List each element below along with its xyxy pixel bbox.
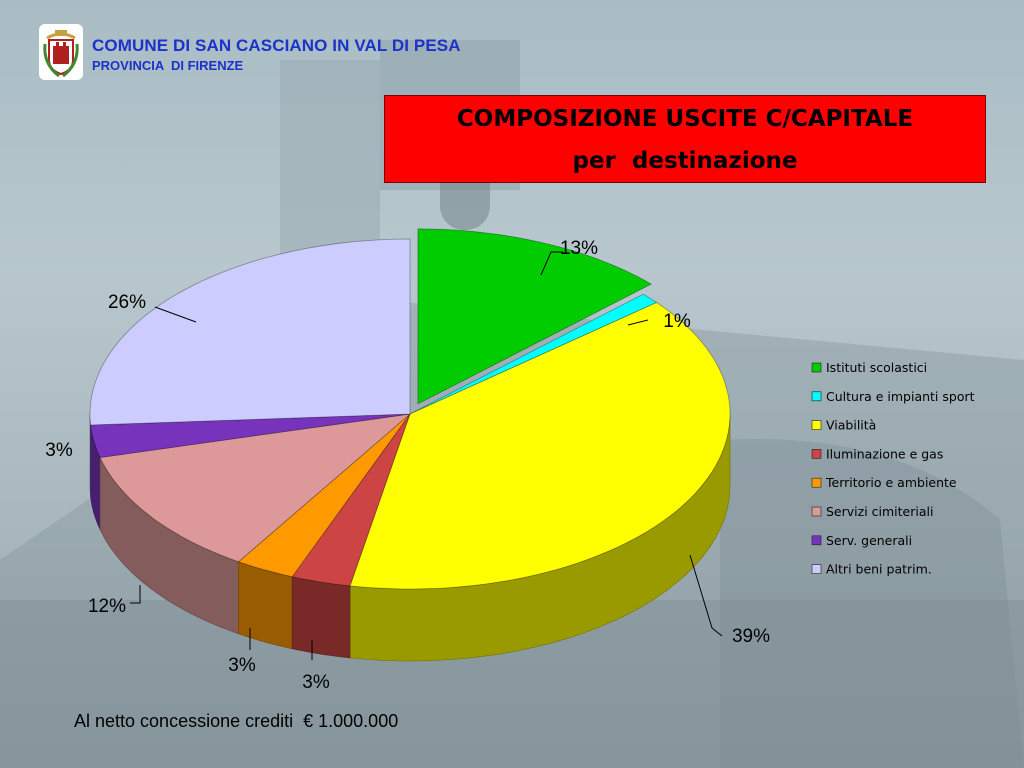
pie-slice-4 bbox=[291, 413, 411, 587]
pie-tops bbox=[89, 228, 731, 590]
pie-slice-2 bbox=[409, 293, 658, 415]
data-label-1: 13% bbox=[560, 238, 598, 259]
data-label-2: 1% bbox=[663, 311, 691, 332]
legend-label-6: Servizi cimiteriali bbox=[826, 504, 933, 519]
chart-title-line2: per destinazione bbox=[572, 148, 798, 174]
chart-title-line1: COMPOSIZIONE USCITE C/CAPITALE bbox=[456, 106, 914, 132]
data-label-7: 3% bbox=[45, 440, 73, 461]
pie-slice-5 bbox=[237, 413, 411, 578]
legend-label-7: Serv. generali bbox=[826, 533, 912, 548]
pie-slice-7 bbox=[90, 413, 411, 458]
data-label-8: 26% bbox=[108, 292, 146, 313]
legend-swatch-2 bbox=[811, 391, 822, 402]
legend-swatch-7 bbox=[811, 535, 822, 546]
legend: Istituti scolastici Cultura e impianti sp… bbox=[811, 360, 975, 577]
legend-label-4: Iluminazione e gas bbox=[826, 446, 943, 461]
legend-swatch-4 bbox=[811, 449, 822, 459]
legend-label-3: Viabilità bbox=[826, 418, 876, 433]
leader-line-3 bbox=[689, 554, 723, 637]
pie-slice-side-7 bbox=[90, 424, 101, 530]
legend-label-1: Istituti scolastici bbox=[826, 360, 927, 375]
legend-label-5: Territorio e ambiente bbox=[825, 475, 957, 490]
leader-line-1 bbox=[540, 251, 563, 276]
legend-label-2: Cultura e impianti sport bbox=[826, 389, 975, 404]
data-label-4: 3% bbox=[302, 672, 330, 693]
pie-slice-side-4 bbox=[291, 576, 351, 659]
data-label-3: 39% bbox=[732, 626, 770, 647]
municipality-name: COMUNE DI SAN CASCIANO IN VAL DI PESA bbox=[92, 36, 461, 55]
pie-slice-3 bbox=[349, 302, 731, 590]
pie-slice-side-5 bbox=[238, 561, 293, 650]
municipal-crest-icon bbox=[39, 24, 83, 80]
pie-sides bbox=[89, 413, 731, 662]
legend-swatch-6 bbox=[811, 506, 822, 517]
pie-slice-side-6 bbox=[99, 457, 239, 635]
legend-swatch-1 bbox=[811, 362, 822, 373]
data-label-6: 12% bbox=[88, 596, 126, 617]
legend-swatch-5 bbox=[811, 477, 822, 488]
legend-swatch-3 bbox=[811, 420, 822, 430]
legend-label-8: Altri beni patrim. bbox=[826, 562, 932, 577]
legend-swatch-8 bbox=[811, 564, 822, 574]
data-labels: 13% 1% 39% 3% 3% 12% 3% 26% bbox=[45, 238, 770, 693]
leader-line-8 bbox=[154, 306, 197, 323]
chart-title-box: COMPOSIZIONE USCITE C/CAPITALE per desti… bbox=[384, 95, 986, 183]
leader-line-6 bbox=[130, 585, 141, 604]
data-label-5: 3% bbox=[228, 655, 256, 676]
pie-slice-6 bbox=[99, 413, 412, 563]
footnote: Al netto concessione crediti € 1.000.000 bbox=[74, 711, 399, 731]
pie-slice-8 bbox=[89, 238, 411, 426]
pie-slice-1 bbox=[417, 228, 653, 405]
leader-line-2 bbox=[627, 319, 649, 326]
province-name: PROVINCIA DI FIRENZE bbox=[92, 58, 244, 73]
